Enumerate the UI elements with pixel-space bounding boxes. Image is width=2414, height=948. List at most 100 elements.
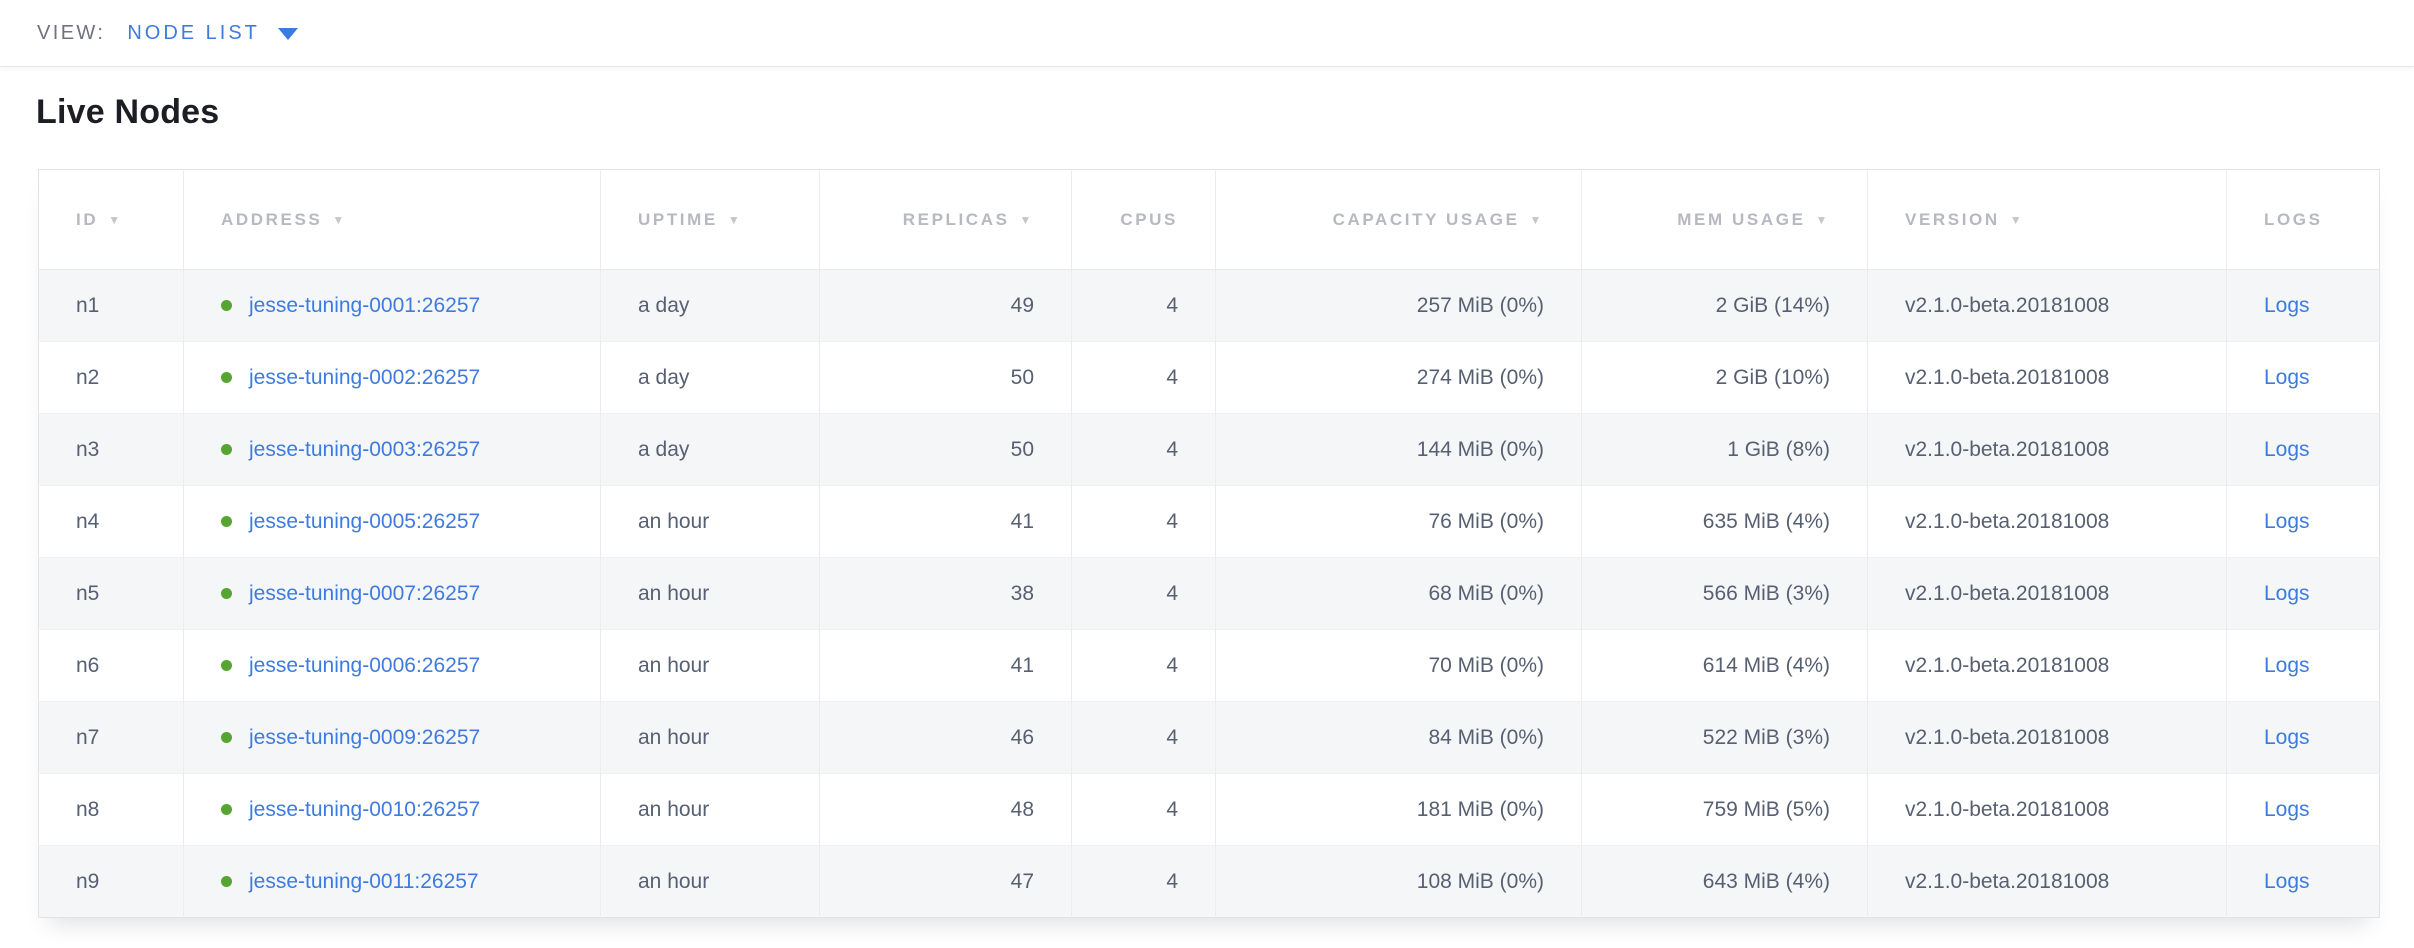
sort-desc-icon: ▼ — [727, 212, 743, 227]
node-capacity-cell: 144 MiB (0%) — [1215, 413, 1582, 486]
node-capacity-cell: 68 MiB (0%) — [1215, 557, 1582, 630]
node-address-cell: jesse-tuning-0007:26257 — [183, 557, 601, 630]
column-header-logs: LOGS — [2226, 169, 2380, 270]
column-header-mem[interactable]: MEM USAGE ▼ — [1581, 169, 1868, 270]
column-label: ADDRESS — [221, 209, 323, 229]
view-label: VIEW: — [37, 21, 106, 44]
logs-link[interactable]: Logs — [2264, 869, 2310, 893]
table-row: n9 jesse-tuning-0011:26257 an hour 47 4 108 M… — [38, 845, 2380, 918]
node-replicas-cell: 48 — [819, 773, 1072, 846]
node-uptime-cell: a day — [600, 269, 820, 342]
node-version-cell: v2.1.0-beta.20181008 — [1867, 341, 2227, 414]
column-label: REPLICAS — [902, 209, 1010, 229]
node-uptime-cell: a day — [600, 341, 820, 414]
node-live-status-icon — [221, 371, 232, 383]
node-mem-cell: 614 MiB (4%) — [1581, 629, 1868, 702]
node-id-cell: n8 — [38, 773, 184, 846]
logs-link[interactable]: Logs — [2264, 509, 2310, 533]
column-label: VERSION — [1905, 209, 2000, 229]
node-address-link[interactable]: jesse-tuning-0002:26257 — [249, 365, 481, 389]
column-header-version[interactable]: VERSION ▼ — [1867, 169, 2227, 270]
table-row: n4 jesse-tuning-0005:26257 an hour 41 4 76 Mi… — [38, 485, 2380, 558]
view-bar: VIEW: NODE LIST — [0, 0, 2414, 67]
column-header-capacity[interactable]: CAPACITY USAGE ▼ — [1215, 169, 1582, 270]
node-replicas-cell: 41 — [819, 629, 1072, 702]
view-dropdown[interactable]: NODE LIST — [127, 22, 298, 45]
logs-link[interactable]: Logs — [2264, 581, 2310, 605]
logs-link[interactable]: Logs — [2264, 797, 2310, 821]
column-label: MEM USAGE — [1677, 209, 1806, 229]
node-address-cell: jesse-tuning-0010:26257 — [183, 773, 601, 846]
node-cpus-cell: 4 — [1071, 557, 1216, 630]
node-address-cell: jesse-tuning-0001:26257 — [183, 269, 601, 342]
node-uptime-cell: an hour — [600, 773, 820, 846]
column-header-cpus: CPUS — [1071, 169, 1216, 270]
column-label: UPTIME — [638, 209, 718, 229]
node-uptime-cell: an hour — [600, 701, 820, 774]
node-logs-cell: Logs — [2226, 773, 2380, 846]
table-row: n6 jesse-tuning-0006:26257 an hour 41 4 70 Mi… — [38, 629, 2380, 702]
node-live-status-icon — [221, 299, 232, 311]
node-address-link[interactable]: jesse-tuning-0007:26257 — [249, 581, 481, 605]
column-label: ID — [76, 209, 99, 229]
sort-desc-icon: ▼ — [1529, 212, 1544, 227]
node-capacity-cell: 76 MiB (0%) — [1215, 485, 1582, 558]
node-address-link[interactable]: jesse-tuning-0010:26257 — [249, 797, 481, 821]
logs-link[interactable]: Logs — [2264, 653, 2310, 677]
node-cpus-cell: 4 — [1071, 845, 1216, 918]
node-address-cell: jesse-tuning-0011:26257 — [183, 845, 601, 918]
node-replicas-cell: 46 — [819, 701, 1072, 774]
node-live-status-icon — [221, 731, 232, 743]
node-address-link[interactable]: jesse-tuning-0005:26257 — [249, 509, 481, 533]
node-capacity-cell: 257 MiB (0%) — [1215, 269, 1582, 342]
node-id-cell: n1 — [76, 293, 100, 317]
logs-link[interactable]: Logs — [2264, 725, 2310, 749]
node-mem-cell: 566 MiB (3%) — [1581, 557, 1868, 630]
node-id-cell: n9 — [38, 845, 184, 918]
nodes-table-card: ID ▼ ADDRESS ▼ UPTIME ▼ REPLICAS ▼ CPUS CAPACITY … — [38, 169, 2380, 918]
logs-link[interactable]: Logs — [2264, 365, 2310, 389]
nodes-table: ID ▼ ADDRESS ▼ UPTIME ▼ REPLICAS ▼ CPUS CAPACITY … — [38, 169, 2380, 918]
node-uptime-cell: an hour — [600, 629, 820, 702]
node-address-link[interactable]: jesse-tuning-0011:26257 — [249, 869, 479, 893]
node-address-link[interactable]: jesse-tuning-0001:26257 — [249, 293, 481, 317]
node-logs-cell: Logs — [2226, 485, 2380, 558]
node-mem-cell: 643 MiB (4%) — [1581, 845, 1868, 918]
column-label: LOGS — [2264, 209, 2323, 229]
node-address-cell: jesse-tuning-0009:26257 — [183, 701, 601, 774]
node-live-status-icon — [221, 803, 232, 815]
node-capacity-cell: 70 MiB (0%) — [1215, 629, 1582, 702]
node-id-cell: n2 — [38, 341, 184, 414]
node-address-cell: jesse-tuning-0002:26257 — [183, 341, 601, 414]
node-id-cell: n6 — [38, 629, 184, 702]
node-version-cell: v2.1.0-beta.20181008 — [1867, 557, 2227, 630]
node-cpus-cell: 4 — [1071, 773, 1216, 846]
node-replicas-cell: 50 — [819, 413, 1072, 486]
column-header-uptime[interactable]: UPTIME ▼ — [600, 169, 820, 270]
logs-link[interactable]: Logs — [2264, 437, 2310, 461]
node-mem-cell: 522 MiB (3%) — [1581, 701, 1868, 774]
sort-desc-icon: ▼ — [1815, 212, 1830, 227]
sort-desc-icon: ▼ — [108, 212, 123, 227]
column-header-address[interactable]: ADDRESS ▼ — [183, 169, 601, 270]
node-version-cell: v2.1.0-beta.20181008 — [1867, 845, 2227, 918]
node-replicas-cell: 50 — [819, 341, 1072, 414]
column-header-id[interactable]: ID ▼ — [38, 169, 184, 270]
node-cpus-cell: 4 — [1071, 629, 1216, 702]
node-live-status-icon — [221, 443, 232, 455]
node-version-cell: v2.1.0-beta.20181008 — [1867, 701, 2227, 774]
logs-link[interactable]: Logs — [2264, 293, 2310, 317]
node-address-link[interactable]: jesse-tuning-0003:26257 — [249, 437, 481, 461]
node-address-link[interactable]: jesse-tuning-0009:26257 — [249, 725, 481, 749]
table-row: n3 jesse-tuning-0003:26257 a day 50 4 144 MiB… — [38, 413, 2380, 486]
column-label: CAPACITY USAGE — [1332, 209, 1520, 229]
column-header-replicas[interactable]: REPLICAS ▼ — [819, 169, 1072, 270]
node-logs-cell: Logs — [2226, 845, 2380, 918]
view-dropdown-value: NODE LIST — [127, 21, 260, 44]
sort-desc-icon: ▼ — [2009, 212, 2025, 227]
node-capacity-cell: 274 MiB (0%) — [1215, 341, 1582, 414]
node-replicas-cell: 47 — [819, 845, 1072, 918]
table-row: n5 jesse-tuning-0007:26257 an hour 38 4 68 Mi… — [38, 557, 2380, 630]
node-version-cell: v2.1.0-beta.20181008 — [1867, 485, 2227, 558]
node-address-link[interactable]: jesse-tuning-0006:26257 — [249, 653, 481, 677]
